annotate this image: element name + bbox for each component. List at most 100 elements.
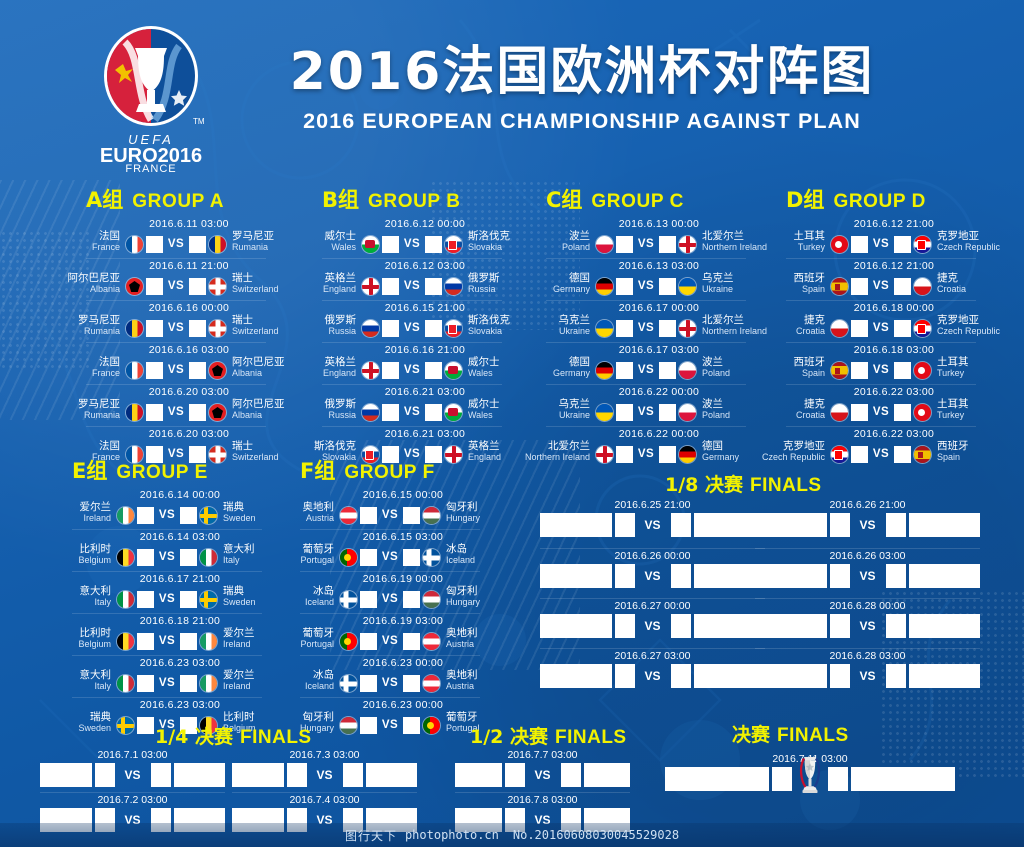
home-score-box[interactable] xyxy=(382,361,399,379)
away-team-slot[interactable] xyxy=(908,564,980,588)
home-team-slot[interactable] xyxy=(755,614,827,638)
home-score-box[interactable] xyxy=(829,513,850,537)
away-score-box[interactable] xyxy=(403,674,420,692)
home-score-box[interactable] xyxy=(382,319,399,337)
away-score-box[interactable] xyxy=(180,674,197,692)
away-score-box[interactable] xyxy=(403,506,420,524)
away-score-box[interactable] xyxy=(189,445,206,463)
away-score-box[interactable] xyxy=(425,403,442,421)
home-score-box[interactable] xyxy=(94,763,115,787)
away-score-box[interactable] xyxy=(670,664,691,688)
home-score-box[interactable] xyxy=(851,361,868,379)
away-score-box[interactable] xyxy=(670,513,691,537)
home-score-box[interactable] xyxy=(772,767,792,791)
away-score-box[interactable] xyxy=(670,564,691,588)
home-team-slot[interactable] xyxy=(755,513,827,537)
home-score-box[interactable] xyxy=(360,632,377,650)
away-score-box[interactable] xyxy=(425,235,442,253)
away-score-box[interactable] xyxy=(670,614,691,638)
home-score-box[interactable] xyxy=(360,674,377,692)
away-score-box[interactable] xyxy=(894,445,911,463)
home-score-box[interactable] xyxy=(137,548,154,566)
away-score-box[interactable] xyxy=(659,445,676,463)
home-score-box[interactable] xyxy=(504,763,525,787)
home-score-box[interactable] xyxy=(851,277,868,295)
away-score-box[interactable] xyxy=(659,277,676,295)
away-team-slot[interactable] xyxy=(908,664,980,688)
away-score-box[interactable] xyxy=(180,632,197,650)
home-score-box[interactable] xyxy=(829,564,850,588)
away-score-box[interactable] xyxy=(828,767,848,791)
home-score-box[interactable] xyxy=(360,548,377,566)
away-score-box[interactable] xyxy=(659,403,676,421)
home-team-slot[interactable] xyxy=(755,664,827,688)
home-score-box[interactable] xyxy=(829,614,850,638)
away-team-slot[interactable] xyxy=(583,763,630,787)
away-score-box[interactable] xyxy=(894,277,911,295)
away-score-box[interactable] xyxy=(180,548,197,566)
home-score-box[interactable] xyxy=(616,277,633,295)
home-team-slot[interactable] xyxy=(232,763,284,787)
home-score-box[interactable] xyxy=(137,716,154,734)
away-score-box[interactable] xyxy=(403,548,420,566)
home-score-box[interactable] xyxy=(614,664,635,688)
away-score-box[interactable] xyxy=(885,614,906,638)
home-score-box[interactable] xyxy=(829,664,850,688)
home-score-box[interactable] xyxy=(146,277,163,295)
home-score-box[interactable] xyxy=(137,506,154,524)
away-score-box[interactable] xyxy=(425,445,442,463)
away-score-box[interactable] xyxy=(150,763,171,787)
home-score-box[interactable] xyxy=(614,614,635,638)
away-score-box[interactable] xyxy=(180,506,197,524)
home-team-slot[interactable] xyxy=(540,564,612,588)
home-score-box[interactable] xyxy=(382,235,399,253)
away-score-box[interactable] xyxy=(885,564,906,588)
away-score-box[interactable] xyxy=(189,319,206,337)
home-score-box[interactable] xyxy=(360,506,377,524)
away-team-slot[interactable] xyxy=(693,614,765,638)
home-score-box[interactable] xyxy=(851,319,868,337)
home-score-box[interactable] xyxy=(382,403,399,421)
home-team-slot[interactable] xyxy=(540,664,612,688)
away-score-box[interactable] xyxy=(189,277,206,295)
away-score-box[interactable] xyxy=(894,403,911,421)
away-score-box[interactable] xyxy=(425,361,442,379)
away-score-box[interactable] xyxy=(560,763,581,787)
away-score-box[interactable] xyxy=(189,361,206,379)
away-score-box[interactable] xyxy=(894,319,911,337)
home-score-box[interactable] xyxy=(851,445,868,463)
away-score-box[interactable] xyxy=(894,235,911,253)
away-team-slot[interactable] xyxy=(173,763,225,787)
home-score-box[interactable] xyxy=(382,277,399,295)
away-score-box[interactable] xyxy=(659,361,676,379)
away-score-box[interactable] xyxy=(180,590,197,608)
home-team-slot[interactable] xyxy=(665,767,769,791)
home-score-box[interactable] xyxy=(616,445,633,463)
away-score-box[interactable] xyxy=(885,664,906,688)
home-team-slot[interactable] xyxy=(755,564,827,588)
home-score-box[interactable] xyxy=(146,403,163,421)
home-team-slot[interactable] xyxy=(540,614,612,638)
home-score-box[interactable] xyxy=(382,445,399,463)
away-score-box[interactable] xyxy=(659,235,676,253)
home-score-box[interactable] xyxy=(286,763,307,787)
away-score-box[interactable] xyxy=(180,716,197,734)
home-score-box[interactable] xyxy=(616,361,633,379)
home-team-slot[interactable] xyxy=(455,763,502,787)
home-score-box[interactable] xyxy=(360,716,377,734)
home-score-box[interactable] xyxy=(137,674,154,692)
away-team-slot[interactable] xyxy=(851,767,955,791)
away-score-box[interactable] xyxy=(403,632,420,650)
away-team-slot[interactable] xyxy=(693,564,765,588)
away-score-box[interactable] xyxy=(425,277,442,295)
away-score-box[interactable] xyxy=(425,319,442,337)
home-score-box[interactable] xyxy=(614,513,635,537)
home-score-box[interactable] xyxy=(360,590,377,608)
home-score-box[interactable] xyxy=(851,235,868,253)
home-score-box[interactable] xyxy=(146,361,163,379)
away-team-slot[interactable] xyxy=(693,664,765,688)
home-score-box[interactable] xyxy=(137,590,154,608)
away-score-box[interactable] xyxy=(894,361,911,379)
away-score-box[interactable] xyxy=(885,513,906,537)
home-score-box[interactable] xyxy=(851,403,868,421)
